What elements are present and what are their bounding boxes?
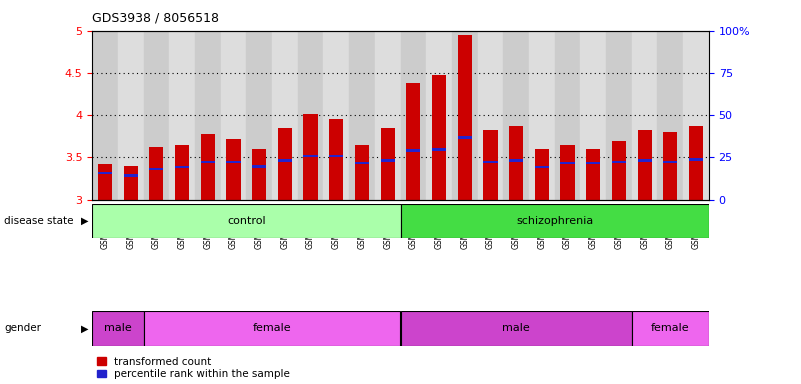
Bar	[457, 136, 472, 139]
Bar	[535, 149, 549, 200]
Text: GDS3938 / 8056518: GDS3938 / 8056518	[92, 12, 219, 25]
Bar	[426, 31, 452, 200]
Bar	[92, 204, 400, 238]
Bar	[92, 31, 118, 200]
Bar	[529, 31, 554, 200]
Bar	[143, 311, 400, 346]
Bar	[380, 159, 395, 162]
Bar	[175, 145, 189, 200]
Bar	[452, 31, 477, 200]
Bar	[304, 114, 318, 200]
Bar	[355, 145, 369, 200]
Bar	[638, 129, 652, 200]
Bar	[201, 161, 215, 163]
Bar	[349, 31, 375, 200]
Text: control: control	[227, 216, 266, 226]
Bar	[503, 31, 529, 200]
Bar	[561, 162, 574, 164]
Legend: transformed count, percentile rank within the sample: transformed count, percentile rank withi…	[98, 357, 290, 379]
Bar	[689, 126, 703, 200]
Bar	[612, 161, 626, 163]
Bar	[457, 35, 472, 200]
Bar	[278, 128, 292, 200]
Bar	[400, 311, 632, 346]
Bar	[149, 167, 163, 170]
Bar	[400, 204, 709, 238]
Bar	[689, 158, 703, 161]
Text: schizophrenia: schizophrenia	[516, 216, 594, 226]
Bar	[227, 161, 240, 163]
Bar	[554, 31, 581, 200]
Bar	[123, 174, 138, 177]
Bar	[220, 31, 247, 200]
Bar	[561, 145, 574, 200]
Bar	[483, 161, 497, 163]
Bar	[195, 31, 220, 200]
Text: gender: gender	[4, 323, 41, 333]
Text: male: male	[104, 323, 131, 333]
Bar	[483, 131, 497, 200]
Bar	[406, 149, 421, 152]
Bar	[118, 31, 143, 200]
Bar	[632, 311, 709, 346]
Bar	[143, 31, 169, 200]
Bar	[355, 162, 369, 164]
Bar	[169, 31, 195, 200]
Bar	[586, 149, 600, 200]
Bar	[432, 148, 446, 151]
Text: disease state: disease state	[4, 216, 74, 226]
Bar	[329, 155, 344, 157]
Bar	[175, 166, 189, 169]
Bar	[509, 159, 523, 162]
Bar	[380, 128, 395, 200]
Text: female: female	[651, 323, 690, 333]
Bar	[581, 31, 606, 200]
Bar	[663, 161, 678, 163]
Bar	[324, 31, 349, 200]
Bar	[98, 164, 112, 200]
Bar	[509, 126, 523, 200]
Bar	[406, 83, 421, 200]
Bar	[606, 31, 632, 200]
Bar	[123, 166, 138, 200]
Text: ▶: ▶	[81, 216, 88, 226]
Bar	[329, 119, 344, 200]
Bar	[227, 139, 240, 200]
Bar	[535, 166, 549, 169]
Bar	[632, 31, 658, 200]
Bar	[400, 31, 426, 200]
Bar	[298, 31, 324, 200]
Bar	[252, 165, 266, 167]
Text: female: female	[252, 323, 292, 333]
Bar	[247, 31, 272, 200]
Bar	[586, 162, 600, 164]
Text: male: male	[502, 323, 530, 333]
Bar	[477, 31, 503, 200]
Bar	[612, 141, 626, 200]
Bar	[658, 31, 683, 200]
Bar	[252, 149, 266, 200]
Bar	[201, 134, 215, 200]
Bar	[432, 76, 446, 200]
Bar	[663, 132, 678, 200]
Bar	[149, 147, 163, 200]
Bar	[92, 311, 143, 346]
Text: ▶: ▶	[81, 323, 88, 333]
Bar	[272, 31, 298, 200]
Bar	[375, 31, 400, 200]
Bar	[683, 31, 709, 200]
Bar	[638, 159, 652, 162]
Bar	[304, 155, 318, 157]
Bar	[278, 159, 292, 162]
Bar	[98, 172, 112, 174]
